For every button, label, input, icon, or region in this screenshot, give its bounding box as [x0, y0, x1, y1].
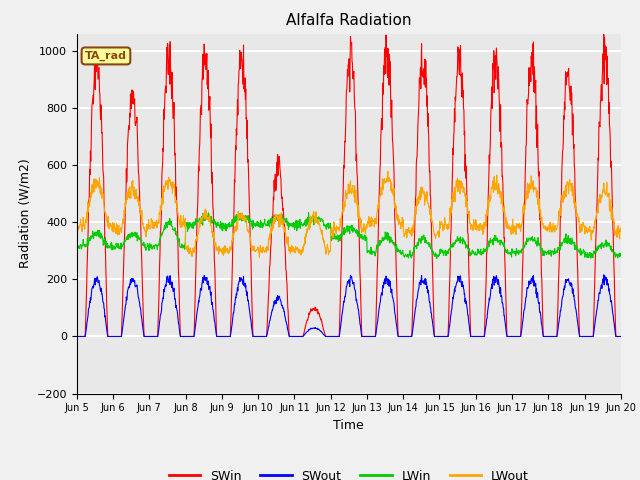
LWout: [194, 231, 202, 237]
LWin: [505, 251, 513, 256]
LWin: [553, 247, 561, 253]
LWin: [305, 210, 312, 216]
Legend: SWin, SWout, LWin, LWout: SWin, SWout, LWin, LWout: [164, 465, 534, 480]
LWout: [255, 254, 263, 260]
LWout: [255, 249, 262, 254]
LWin: [180, 246, 188, 252]
LWin: [73, 243, 81, 249]
SWout: [617, 334, 625, 339]
SWout: [194, 306, 202, 312]
SWin: [617, 334, 625, 339]
LWout: [553, 225, 561, 230]
SWout: [552, 334, 560, 339]
LWin: [434, 253, 442, 259]
SWin: [552, 334, 560, 339]
Line: LWin: LWin: [77, 213, 621, 258]
SWin: [600, 32, 607, 37]
Line: SWin: SWin: [77, 35, 621, 336]
SWout: [504, 334, 512, 339]
Title: Alfalfa Radiation: Alfalfa Radiation: [286, 13, 412, 28]
Line: SWout: SWout: [77, 275, 621, 336]
X-axis label: Time: Time: [333, 419, 364, 432]
LWout: [73, 221, 81, 227]
LWout: [617, 225, 625, 231]
SWin: [504, 334, 512, 339]
LWout: [434, 229, 442, 235]
SWout: [433, 334, 441, 339]
SWin: [73, 334, 81, 339]
SWin: [255, 334, 262, 339]
LWout: [180, 224, 188, 229]
LWin: [433, 255, 440, 261]
SWout: [255, 334, 262, 339]
Text: TA_rad: TA_rad: [85, 51, 127, 61]
SWout: [180, 334, 188, 339]
LWin: [255, 220, 262, 226]
LWout: [505, 226, 513, 231]
SWin: [194, 199, 202, 205]
SWout: [73, 334, 81, 339]
LWin: [194, 219, 202, 225]
LWin: [617, 252, 625, 258]
SWout: [600, 272, 607, 278]
LWout: [384, 168, 392, 174]
SWin: [180, 334, 188, 339]
Line: LWout: LWout: [77, 171, 621, 257]
SWin: [433, 334, 441, 339]
Y-axis label: Radiation (W/m2): Radiation (W/m2): [18, 159, 31, 268]
